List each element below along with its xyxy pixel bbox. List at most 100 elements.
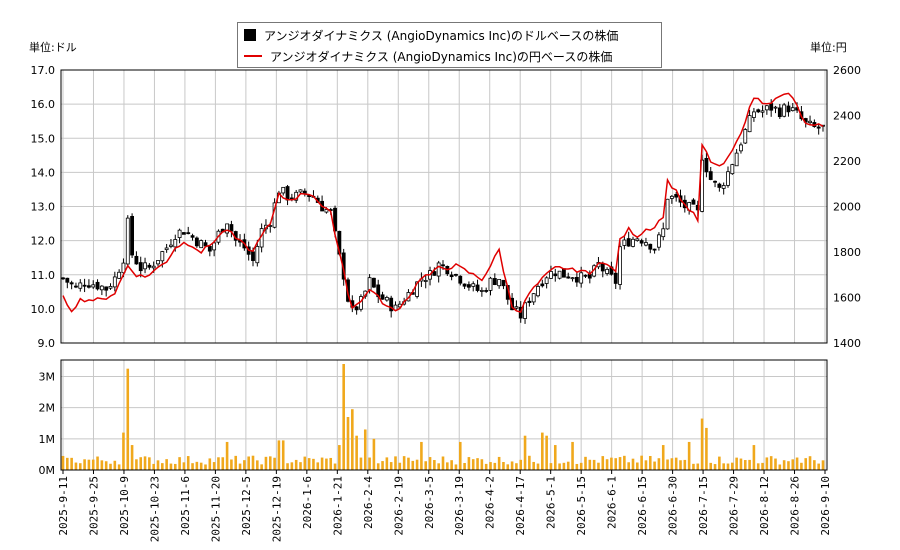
volume-bar — [631, 458, 635, 470]
x-tick-label: 2026-3-19 — [453, 476, 466, 536]
volume-bar — [476, 458, 479, 470]
candle-body — [324, 209, 329, 213]
volume-bar — [208, 458, 212, 470]
candle-body — [138, 262, 143, 272]
volume-bar — [523, 435, 527, 470]
volume-bar — [307, 458, 311, 470]
candle-body — [751, 111, 756, 118]
volume-bar — [204, 464, 207, 470]
y-left-tick: 15.0 — [31, 132, 56, 145]
candle-body — [143, 262, 147, 270]
candle-body — [669, 195, 674, 199]
candle-body — [466, 284, 471, 288]
volume-bar — [446, 462, 449, 470]
x-tick-label: 2026-7-15 — [697, 476, 710, 536]
candle-body — [151, 265, 156, 269]
volume-bar — [420, 441, 423, 470]
volume-bar — [230, 459, 233, 470]
volume-bar — [692, 463, 695, 470]
candle-body — [207, 246, 212, 252]
candle-body — [523, 302, 527, 319]
volume-bar — [139, 457, 143, 470]
volume-bar — [113, 460, 117, 470]
volume-bar — [277, 440, 281, 470]
y-right-tick: 1400 — [833, 337, 861, 350]
black-square-icon — [244, 29, 256, 41]
y-left-tick: 13.0 — [31, 201, 56, 214]
left-axis-labels: 9.0 10.0 11.0 12.0 13.0 14.0 15.0 16.0 17.0 — [31, 64, 56, 350]
candle-body — [557, 270, 562, 279]
volume-bar — [623, 455, 626, 470]
volume-bar — [739, 458, 743, 470]
candle-body — [531, 293, 536, 303]
volume-bar — [238, 463, 242, 470]
candle-body — [721, 185, 726, 189]
candle-body — [566, 276, 571, 279]
volume-bar — [389, 462, 393, 470]
volume-bar — [549, 463, 553, 470]
candle-body — [583, 274, 588, 277]
volume-bar — [532, 461, 535, 470]
volume-bar — [756, 463, 760, 470]
candle-body — [726, 171, 730, 186]
volume-bar — [312, 458, 315, 470]
candle-body — [579, 272, 584, 284]
candle-body — [212, 242, 217, 251]
left-unit-label: 単位:ドル — [29, 41, 77, 54]
x-tick-label: 2025-12-5 — [240, 476, 253, 536]
y-right-tick: 2400 — [833, 110, 861, 123]
volume-bar — [765, 457, 769, 470]
volume-bar — [644, 460, 648, 470]
candle-body — [644, 242, 648, 246]
x-tick-label: 2026-6-30 — [667, 476, 680, 536]
candle-body — [367, 277, 372, 291]
volume-bar — [467, 457, 471, 470]
volume-bar — [636, 462, 639, 470]
candle-body — [501, 279, 506, 287]
volume-grid — [61, 360, 827, 471]
volume-bar — [217, 457, 220, 470]
candle-body — [492, 278, 497, 286]
x-tick-label: 2025-10-9 — [118, 476, 131, 536]
volume-bar — [458, 441, 462, 470]
volume-bar — [735, 457, 738, 470]
volume-bar — [281, 440, 285, 470]
candle-body — [600, 263, 605, 272]
candle-body — [479, 290, 484, 292]
volume-bar — [186, 456, 190, 470]
right-unit-label: 単位:円 — [810, 41, 847, 54]
candle-body — [199, 240, 204, 249]
x-tick-label: 2026-1-21 — [331, 476, 344, 536]
candle-body — [134, 255, 139, 265]
volume-bar — [731, 462, 734, 470]
volume-bar — [130, 445, 134, 470]
y-left-tick: 16.0 — [31, 98, 56, 111]
volume-bar — [74, 462, 78, 470]
volume-bar — [359, 457, 363, 470]
volume-bar — [653, 461, 656, 470]
candle-body — [423, 280, 428, 282]
volume-bar — [372, 438, 376, 470]
candle-body — [488, 277, 493, 291]
volume-bar — [247, 456, 250, 470]
volume-bar — [536, 463, 540, 470]
legend-item-jpy: アンジオダイナミクス (AngioDynamics Inc)の円ベースの株価 — [244, 46, 612, 66]
volume-bar — [424, 461, 428, 470]
volume-bar — [135, 459, 138, 470]
candle-body — [665, 198, 670, 230]
volume-bar — [679, 460, 682, 470]
x-tick-label: 2026-8-12 — [758, 476, 771, 536]
volume-bar — [722, 463, 725, 470]
volume-bar — [489, 462, 492, 470]
volume-bar — [402, 456, 406, 470]
candle-body — [652, 248, 657, 251]
candle-body — [570, 277, 575, 280]
candle-body — [739, 144, 743, 152]
candle-body — [773, 106, 778, 109]
volume-bar — [182, 462, 186, 470]
x-tick-label: 2025-12-19 — [270, 476, 283, 542]
volume-bar — [199, 462, 203, 470]
x-tick-label: 2026-3-5 — [423, 476, 436, 529]
volume-bar — [791, 459, 795, 470]
